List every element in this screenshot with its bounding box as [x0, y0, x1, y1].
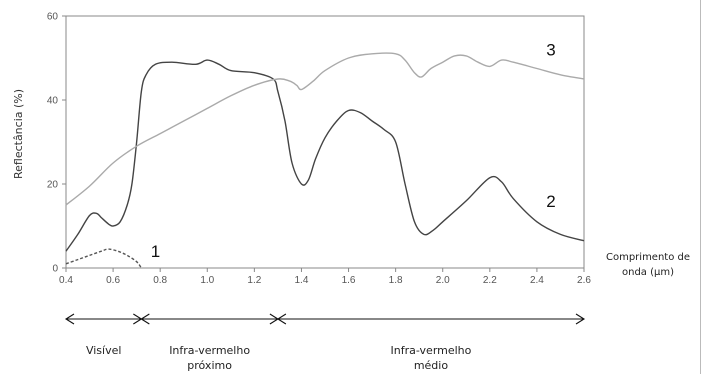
- x-tick-label: 2.2: [483, 275, 497, 286]
- x-tick-label: 2.0: [436, 275, 450, 286]
- x-tick-label: 2.6: [577, 275, 591, 286]
- region-arrowhead-left: [64, 313, 75, 325]
- series-line-1: [65, 248, 142, 269]
- plot-frame: [65, 15, 585, 269]
- curve-labels: 1 2 3: [151, 41, 556, 262]
- curve-label-1: 1: [151, 242, 160, 261]
- y-tick-label: 60: [47, 12, 59, 23]
- x-tick-label: 0.6: [106, 275, 120, 286]
- x-axis-label-line-1: Comprimento de: [606, 252, 690, 263]
- x-axis-label-line-2: onda (µm): [622, 267, 674, 278]
- region-arrowhead-left: [276, 313, 287, 325]
- y-tick-label: 40: [47, 96, 59, 107]
- curve-label-2: 2: [546, 192, 555, 211]
- x-tick-label: 2.4: [530, 275, 544, 286]
- x-tick-label: 1.4: [295, 275, 309, 286]
- region-label: médio: [414, 359, 449, 372]
- x-tick-label: 1.8: [389, 275, 403, 286]
- y-tick-label: 20: [47, 180, 59, 191]
- y-tick-label: 0: [52, 264, 58, 275]
- region-arrowhead-right: [575, 313, 586, 325]
- series-group: [65, 52, 585, 269]
- x-tick-label: 1.0: [200, 275, 214, 286]
- x-tick-label: 0.4: [59, 275, 73, 286]
- series-line-2: [65, 59, 585, 252]
- spectral-regions: Visível Infra-vermelho próximo Infra-vermel…: [64, 313, 586, 372]
- region-label: próximo: [187, 359, 232, 372]
- region-label: Infra-vermelho: [169, 344, 250, 357]
- x-tick-label: 1.2: [247, 275, 261, 286]
- region-label: Infra-vermelho: [391, 344, 472, 357]
- region-label: Visível: [86, 344, 121, 357]
- curve-label-3: 3: [546, 41, 555, 60]
- x-tick-label: 0.8: [153, 275, 167, 286]
- x-tick-label: 1.6: [342, 275, 356, 286]
- region-arrowhead-left: [140, 313, 150, 325]
- axis-ticks: 0.4 0.6 0.8 1.0 1.2 1.4 1.6 1.8 2.0 2.2 2.4 2.6 0 20 4…: [47, 12, 592, 287]
- y-axis-label: Reflectância (%): [12, 89, 25, 179]
- page-right-border: [700, 0, 701, 374]
- series-line-3: [65, 52, 585, 206]
